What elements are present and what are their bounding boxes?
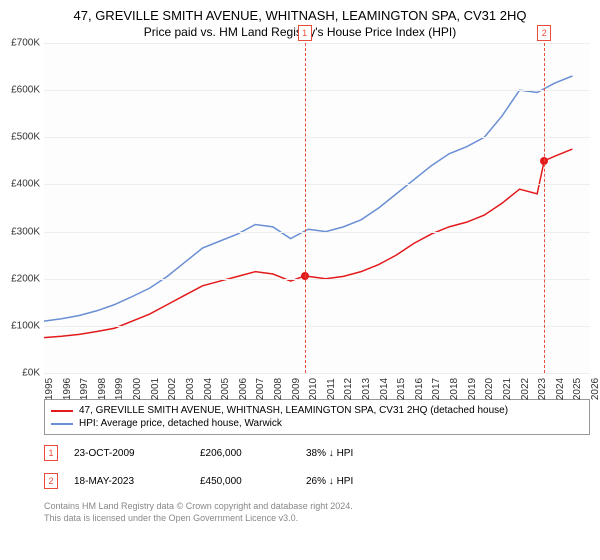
gridline bbox=[44, 232, 590, 233]
legend-row: HPI: Average price, detached house, Warw… bbox=[51, 417, 583, 430]
event-delta: 26% ↓ HPI bbox=[306, 476, 590, 487]
event-number-box: 1 bbox=[44, 445, 58, 461]
event-date: 18-MAY-2023 bbox=[74, 476, 184, 487]
event-date: 23-OCT-2009 bbox=[74, 448, 184, 459]
gridline bbox=[44, 137, 590, 138]
chart-title: 47, GREVILLE SMITH AVENUE, WHITNASH, LEA… bbox=[0, 0, 600, 23]
x-axis-label: 1997 bbox=[79, 378, 90, 400]
event-delta: 38% ↓ HPI bbox=[306, 448, 590, 459]
y-axis-label: £0K bbox=[22, 368, 40, 379]
y-axis-label: £500K bbox=[11, 132, 40, 143]
series-property bbox=[44, 149, 572, 338]
x-axis-label: 2002 bbox=[167, 378, 178, 400]
x-axis-label: 2022 bbox=[520, 378, 531, 400]
event-row: 1 23-OCT-2009 £206,000 38% ↓ HPI bbox=[44, 439, 590, 467]
chart-wrap: £0K£100K£200K£300K£400K£500K£600K£700K19… bbox=[44, 43, 590, 393]
x-axis-label: 2014 bbox=[379, 378, 390, 400]
x-axis-label: 2015 bbox=[396, 378, 407, 400]
x-axis-label: 2010 bbox=[308, 378, 319, 400]
y-axis-label: £700K bbox=[11, 38, 40, 49]
y-axis-label: £600K bbox=[11, 85, 40, 96]
x-axis-label: 2026 bbox=[590, 378, 600, 400]
x-axis-label: 2003 bbox=[185, 378, 196, 400]
footer-line-2: This data is licensed under the Open Gov… bbox=[44, 513, 590, 525]
y-axis-label: £400K bbox=[11, 179, 40, 190]
x-axis-label: 2017 bbox=[431, 378, 442, 400]
event-table: 1 23-OCT-2009 £206,000 38% ↓ HPI 2 18-MAY-202… bbox=[44, 439, 590, 495]
x-axis-label: 2018 bbox=[449, 378, 460, 400]
x-axis-label: 2000 bbox=[132, 378, 143, 400]
event-line bbox=[305, 43, 306, 373]
x-axis-label: 1998 bbox=[97, 378, 108, 400]
gridline bbox=[44, 279, 590, 280]
y-axis-label: £300K bbox=[11, 226, 40, 237]
x-axis-label: 2025 bbox=[572, 378, 583, 400]
event-price: £206,000 bbox=[200, 448, 290, 459]
footer: Contains HM Land Registry data © Crown c… bbox=[44, 501, 590, 524]
event-row: 2 18-MAY-2023 £450,000 26% ↓ HPI bbox=[44, 467, 590, 495]
gridline bbox=[44, 184, 590, 185]
x-axis-label: 2006 bbox=[238, 378, 249, 400]
x-axis-label: 1995 bbox=[44, 378, 55, 400]
footer-line-1: Contains HM Land Registry data © Crown c… bbox=[44, 501, 590, 513]
gridline bbox=[44, 90, 590, 91]
legend-swatch bbox=[51, 423, 73, 425]
x-axis-label: 2011 bbox=[326, 378, 337, 400]
x-axis-label: 2008 bbox=[273, 378, 284, 400]
event-line bbox=[544, 43, 545, 373]
x-axis-label: 2007 bbox=[255, 378, 266, 400]
x-axis-label: 2013 bbox=[361, 378, 372, 400]
x-axis-label: 2001 bbox=[150, 378, 161, 400]
legend-label: 47, GREVILLE SMITH AVENUE, WHITNASH, LEA… bbox=[79, 405, 508, 416]
x-axis-label: 2016 bbox=[414, 378, 425, 400]
event-price: £450,000 bbox=[200, 476, 290, 487]
chart-area: £0K£100K£200K£300K£400K£500K£600K£700K19… bbox=[44, 43, 590, 373]
x-axis-label: 2021 bbox=[502, 378, 513, 400]
y-axis-label: £100K bbox=[11, 320, 40, 331]
chart-svg bbox=[44, 43, 590, 373]
event-marker: 1 bbox=[298, 25, 312, 41]
legend-label: HPI: Average price, detached house, Warw… bbox=[79, 418, 282, 429]
x-axis-label: 2024 bbox=[555, 378, 566, 400]
x-axis-label: 1999 bbox=[114, 378, 125, 400]
legend: 47, GREVILLE SMITH AVENUE, WHITNASH, LEA… bbox=[44, 399, 590, 435]
event-number-box: 2 bbox=[44, 473, 58, 489]
x-axis-label: 1996 bbox=[62, 378, 73, 400]
series-hpi bbox=[44, 76, 572, 321]
event-marker: 2 bbox=[537, 25, 551, 41]
legend-swatch bbox=[51, 410, 73, 412]
gridline bbox=[44, 326, 590, 327]
y-axis-label: £200K bbox=[11, 273, 40, 284]
x-axis-label: 2023 bbox=[537, 378, 548, 400]
x-axis-label: 2005 bbox=[220, 378, 231, 400]
x-axis-label: 2004 bbox=[203, 378, 214, 400]
x-axis-label: 2020 bbox=[484, 378, 495, 400]
legend-row: 47, GREVILLE SMITH AVENUE, WHITNASH, LEA… bbox=[51, 404, 583, 417]
x-axis-label: 2019 bbox=[467, 378, 478, 400]
x-axis-label: 2009 bbox=[291, 378, 302, 400]
x-axis-label: 2012 bbox=[343, 378, 354, 400]
gridline bbox=[44, 373, 590, 374]
gridline bbox=[44, 43, 590, 44]
